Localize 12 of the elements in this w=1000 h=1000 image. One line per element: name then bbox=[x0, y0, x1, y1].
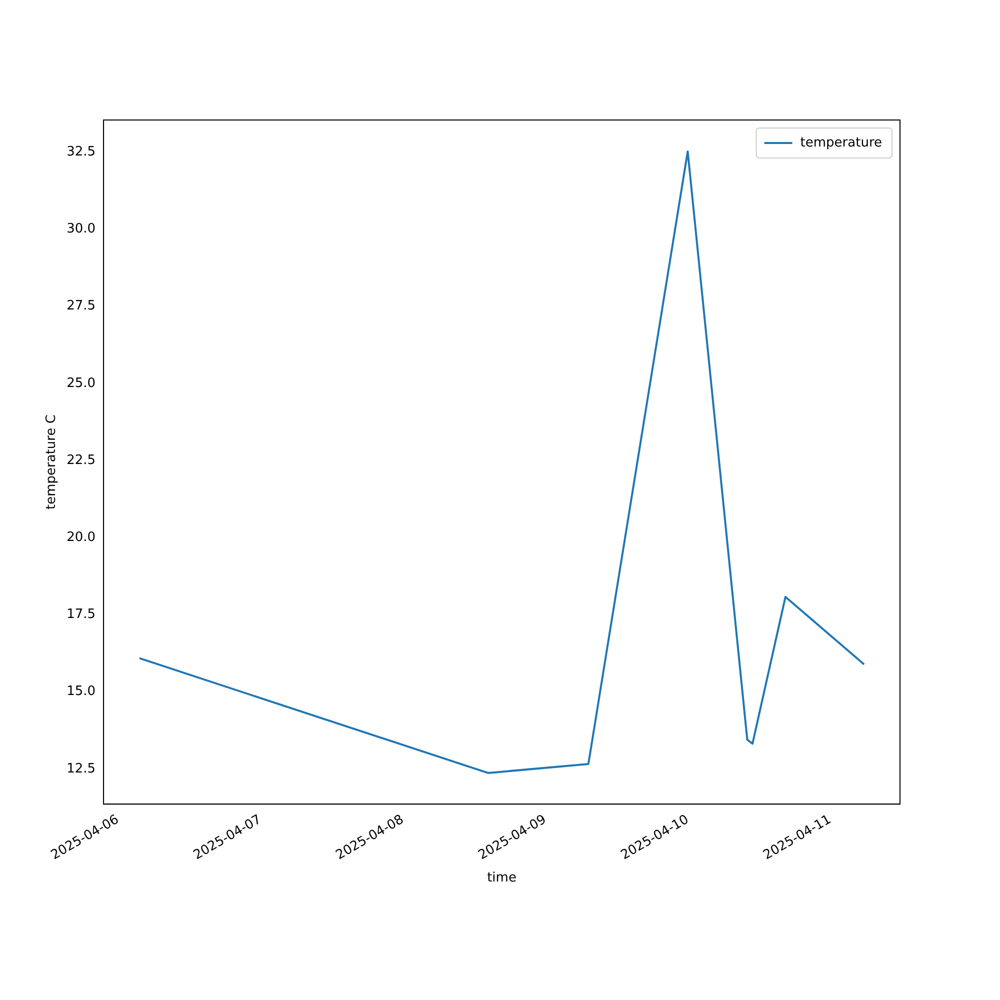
x-axis-title: time bbox=[487, 870, 516, 886]
y-tick-label: 17.5 bbox=[66, 607, 96, 622]
y-tick-label: 22.5 bbox=[66, 452, 96, 468]
y-tick-label: 20.0 bbox=[66, 530, 96, 545]
y-tick-label: 12.5 bbox=[66, 761, 96, 776]
y-tick-label: 15.0 bbox=[66, 684, 96, 700]
y-tick-label: 27.5 bbox=[66, 298, 96, 314]
y-tick-label: 30.0 bbox=[66, 222, 96, 237]
legend-label: temperature bbox=[800, 135, 882, 150]
y-axis-title: temperature C bbox=[44, 414, 60, 510]
y-tick-label: 32.5 bbox=[66, 144, 96, 160]
y-tick-label: 25.0 bbox=[66, 376, 96, 391]
